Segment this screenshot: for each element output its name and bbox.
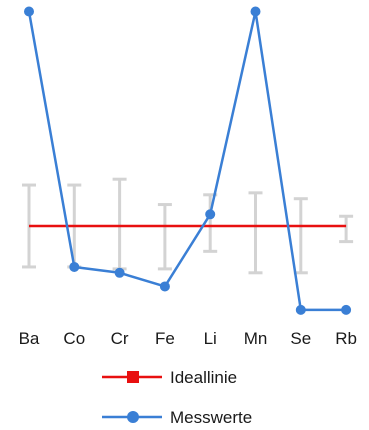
point-messwerte-fe	[159, 281, 170, 292]
error-bar-se	[293, 197, 308, 275]
error-bar-cr	[112, 177, 127, 271]
x-tick-label-se: Se	[290, 329, 311, 348]
legend-marker-square	[127, 371, 139, 383]
legend-label: Messwerte	[170, 408, 252, 427]
x-tick-labels: Ba Co Cr Fe Li Mn Se Rb	[19, 329, 357, 348]
point-messwerte-li	[205, 209, 216, 220]
error-bar-rb	[339, 214, 354, 244]
x-tick-label-ba: Ba	[19, 329, 40, 348]
point-messwerte-mn	[250, 6, 261, 17]
x-tick-label-li: Li	[204, 329, 217, 348]
legend-entry-ideallinie: Ideallinie	[102, 368, 237, 387]
point-messwerte-se	[295, 304, 306, 315]
point-messwerte-cr	[114, 267, 125, 278]
x-tick-label-co: Co	[63, 329, 85, 348]
point-messwerte-ba	[24, 6, 34, 17]
series-line-messwerte	[27, 10, 347, 312]
legend-marker-circle	[127, 411, 139, 423]
point-messwerte-co	[69, 261, 80, 272]
x-tick-label-fe: Fe	[155, 329, 175, 348]
x-tick-label-mn: Mn	[244, 329, 268, 348]
error-bar-fe	[157, 203, 172, 271]
series-group	[24, 6, 352, 315]
legend-label: Ideallinie	[170, 368, 237, 387]
point-messwerte-rb	[341, 304, 352, 315]
error-bar-mn	[248, 191, 263, 275]
legend-entry-messwerte: Messwerte	[102, 408, 252, 427]
x-tick-label-cr: Cr	[111, 329, 129, 348]
x-tick-label-rb: Rb	[335, 329, 357, 348]
legend: Ideallinie Messwerte	[102, 368, 252, 427]
